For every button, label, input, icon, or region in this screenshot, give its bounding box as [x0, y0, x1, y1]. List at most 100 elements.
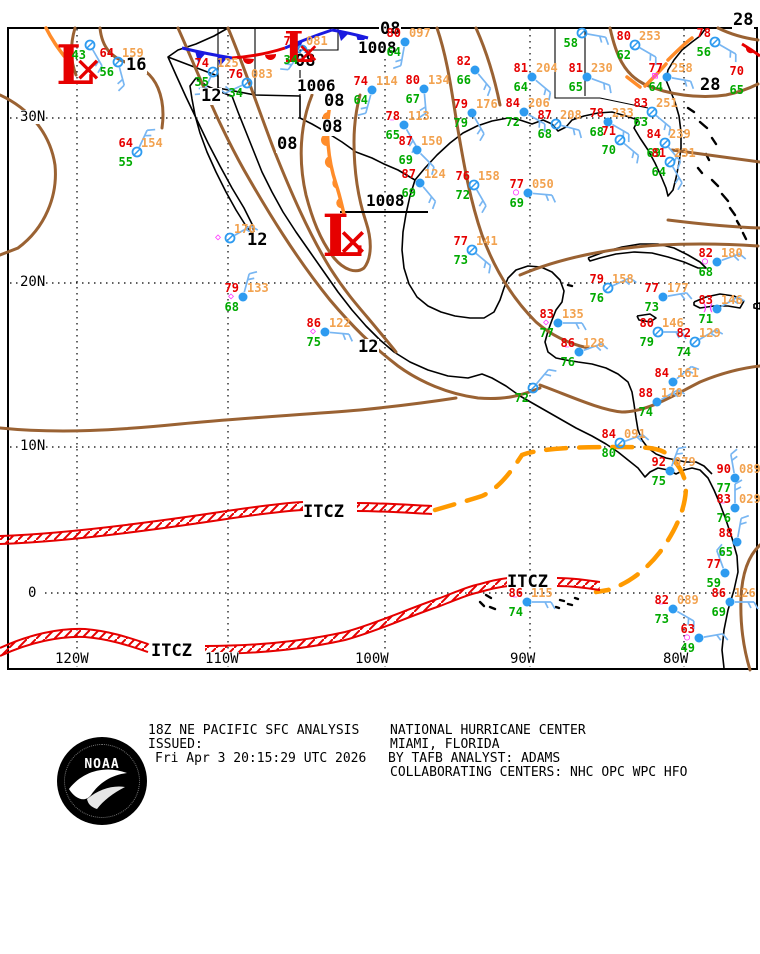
station-markers-layer [84, 27, 759, 643]
station-temperature: 87 [537, 108, 552, 122]
wind-barb-icon [91, 48, 103, 74]
station-dewpoint: 49 [680, 641, 695, 655]
wind-barb-icon [477, 73, 492, 97]
station-temperature: 77 [648, 61, 663, 75]
station-dewpoint: 69 [509, 196, 524, 210]
wind-barb-icon [560, 124, 583, 139]
station-dewpoint: 56 [696, 45, 711, 59]
station-pressure: 239 [669, 127, 691, 141]
itcz-band-south [0, 577, 601, 657]
station-dewpoint: 70 [601, 143, 616, 157]
station-temperature: 86 [508, 586, 523, 600]
station-dewpoint: 72 [455, 188, 470, 202]
station-temperature: 83 [716, 492, 731, 506]
station-pressure: 115 [531, 586, 553, 600]
wind-barb-icon [715, 543, 725, 569]
station-marker-slash [86, 41, 94, 49]
station-temperature: 88 [718, 526, 733, 540]
station-temperature: 82 [698, 246, 713, 260]
lat-axis-label: 20N [20, 274, 46, 290]
station-pressure: 161 [677, 366, 699, 380]
station-pressure: 251 [656, 96, 678, 110]
station-pressure: 208 [560, 108, 582, 122]
station-temperature: 80 [405, 73, 420, 87]
station-marker-slash [470, 181, 478, 189]
station-marker [652, 397, 662, 407]
station-temperature: 86 [306, 316, 321, 330]
station-temperature: 70 [729, 64, 744, 78]
isobar-value-label: 08 [294, 51, 317, 71]
station-temperature: 71 [601, 124, 616, 138]
station-temperature: 87 [398, 134, 413, 148]
station-temperature: 77 [453, 234, 468, 248]
station-pressure: 141 [476, 234, 498, 248]
station-temperature: 74 [194, 56, 209, 70]
lat-axis-label: 10N [20, 438, 46, 454]
station-marker [576, 27, 588, 39]
station-pressure: 114 [376, 74, 398, 88]
station-temperature: 84 [505, 96, 520, 110]
station-pressure: 089 [739, 462, 760, 476]
station-pressure: 133 [247, 281, 269, 295]
analyst-credit: BY TAFB ANALYST: ADAMS [388, 751, 561, 766]
wind-barb-icon [663, 331, 687, 340]
isobar-value-label: 08 [321, 117, 344, 137]
station-dewpoint: 43 [71, 48, 86, 62]
station-temperature: 87 [401, 167, 416, 181]
station-pressure: 176 [476, 97, 498, 111]
station-temperature: 81 [513, 61, 528, 75]
low-center-x-icon: ✕ [337, 221, 369, 265]
trough-scallops [321, 111, 343, 209]
wind-barb-icon [527, 113, 546, 133]
station-temperature: 81 [568, 61, 583, 75]
station-dewpoint: 65 [385, 128, 400, 142]
station-marker [712, 304, 722, 314]
station-temperature: 79 [224, 281, 239, 295]
station-marker [662, 72, 672, 82]
isobar-value-label: 08 [276, 134, 299, 154]
issued-label: ISSUED: [148, 737, 203, 752]
issuing-city: MIAMI, FLORIDA [390, 737, 500, 752]
station-dewpoint: 64 [513, 80, 528, 94]
wind-barb-icon [671, 165, 683, 191]
station-marker-slash [468, 246, 476, 254]
wind-barb-icon [392, 46, 405, 70]
station-pressure: 258 [671, 61, 693, 75]
isobar-value-label: 28 [732, 10, 755, 30]
wind-barb-icon [718, 43, 737, 63]
station-marker [664, 156, 676, 168]
station-dewpoint: 68 [537, 127, 552, 141]
station-marker [730, 473, 740, 483]
station-temperature: 77 [706, 557, 721, 571]
station-temperature: 63 [680, 622, 695, 636]
station-marker-slash [616, 136, 624, 144]
station-marker [582, 72, 592, 82]
wind-barb-icon [532, 192, 557, 203]
station-temperature: 64 [99, 46, 114, 60]
station-temperature: 79 [453, 97, 468, 111]
station-marker [241, 77, 253, 89]
station-temperature: 74 [353, 74, 368, 88]
station-dewpoint: 77 [539, 326, 554, 340]
station-dewpoint: 75 [306, 335, 321, 349]
station-marker-slash [691, 338, 699, 346]
station-marker-slash [209, 68, 217, 76]
station-pressure: 206 [528, 96, 550, 110]
wind-barb-icon [329, 331, 354, 342]
isobar-value-label: 16 [125, 55, 148, 75]
station-temperature: 92 [651, 455, 666, 469]
station-temperature: 82 [676, 326, 691, 340]
station-marker-slash [604, 284, 612, 292]
station-dewpoint: 71 [698, 312, 713, 326]
lon-axis-label: 100W [355, 651, 389, 667]
station-marker [238, 292, 248, 302]
station-dewpoint: 73 [654, 612, 669, 626]
station-temperature: 80 [386, 26, 401, 40]
wind-barb-icon [419, 152, 435, 175]
station-pressure: 083 [251, 67, 273, 81]
wind-barb-icon [117, 66, 126, 92]
wind-barb-icon [357, 94, 372, 117]
station-marker [629, 39, 641, 51]
isobar-value-label: 12 [357, 337, 380, 357]
